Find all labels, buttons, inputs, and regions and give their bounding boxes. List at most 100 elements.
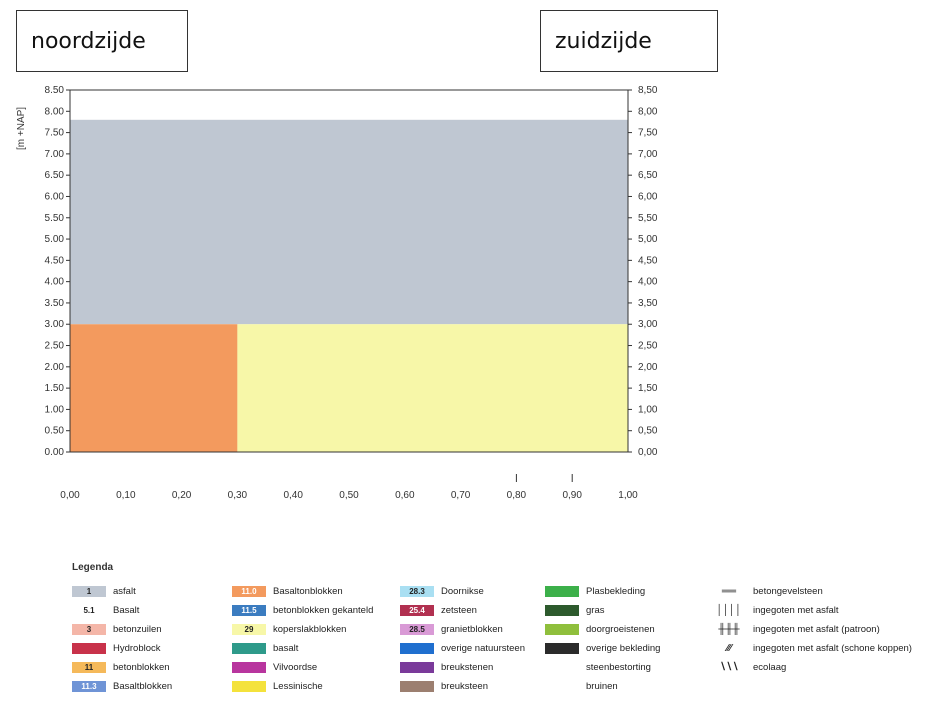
region-1 bbox=[70, 324, 238, 452]
legend-item: Lessinische bbox=[232, 679, 323, 693]
legend-swatch: 3 bbox=[72, 623, 106, 635]
y-right-tick-label: 8,00 bbox=[638, 106, 658, 117]
south-side-label: zuidzijde bbox=[540, 10, 718, 72]
legend-swatch bbox=[545, 681, 579, 692]
x-tick-label: 0,30 bbox=[228, 490, 248, 501]
legend-swatch: 11 bbox=[72, 661, 106, 673]
legend-item: 5.1 Basalt bbox=[72, 603, 139, 617]
y-right-tick-label: 3,50 bbox=[638, 298, 658, 309]
legend-swatch bbox=[545, 585, 579, 597]
legend-item: 25.4 zetsteen bbox=[400, 603, 477, 617]
legend-item: 28.5 granietblokken bbox=[400, 622, 503, 636]
legend-swatch bbox=[400, 642, 434, 654]
legend-item: Hydroblock bbox=[72, 641, 161, 655]
legend-label: betonzuilen bbox=[113, 623, 162, 635]
y-right-tick-label: 4,00 bbox=[638, 277, 658, 288]
y-left-tick-label: 8.00 bbox=[45, 106, 65, 117]
y-right-tick-label: 2,50 bbox=[638, 341, 658, 352]
legend-item: ∕∕∕ ingegoten met asfalt (schone koppen) bbox=[712, 641, 911, 655]
y-left-tick-label: 6.50 bbox=[45, 170, 65, 181]
y-right-tick-label: 6,50 bbox=[638, 170, 658, 181]
legend-item: gras bbox=[545, 603, 604, 617]
legend-item: 29 koperslakblokken bbox=[232, 622, 346, 636]
x-tick-label: 0,00 bbox=[60, 490, 80, 501]
legend-label: Basalt bbox=[113, 604, 140, 616]
legend-swatch: 29 bbox=[232, 623, 266, 635]
north-side-label: noordzijde bbox=[16, 10, 188, 72]
legend-label: breukstenen bbox=[441, 661, 494, 673]
y-left-tick-label: 5.00 bbox=[45, 234, 65, 245]
legend-label: Vilvoordse bbox=[273, 661, 318, 673]
legend-item: 11 betonblokken bbox=[72, 660, 170, 674]
legend-title: Legenda bbox=[72, 562, 114, 573]
legend-label: basalt bbox=[273, 642, 299, 654]
legend-label: zetsteen bbox=[441, 604, 477, 616]
legend-label: betonblokken gekanteld bbox=[273, 604, 374, 616]
legend-label: overige bekleding bbox=[586, 642, 661, 654]
legend-label: Basaltonblokken bbox=[273, 585, 343, 597]
legend-item: bruinen bbox=[545, 679, 618, 693]
chart-regions bbox=[70, 119, 628, 452]
legend-label: Plasbekleding bbox=[586, 585, 646, 597]
legend-label: granietblokken bbox=[441, 623, 503, 635]
legend-swatch: 1 bbox=[72, 585, 106, 597]
legend-swatch: ╫╫╫ bbox=[718, 623, 740, 635]
legend-item: ╫╫╫ ingegoten met asfalt (patroon) bbox=[712, 622, 880, 636]
legend-item: 11.0 Basaltonblokken bbox=[232, 584, 343, 598]
y-left-tick-label: 4.00 bbox=[45, 277, 65, 288]
legend-swatch: 28.3 bbox=[400, 585, 434, 597]
legend-item: 3 betonzuilen bbox=[72, 622, 162, 636]
legend-item: ══ betongevelsteen bbox=[712, 584, 823, 598]
y-right-tick-label: 2,00 bbox=[638, 362, 658, 373]
legend-swatch: ══ bbox=[721, 585, 737, 597]
legend-swatch: ∕∕∕ bbox=[726, 642, 732, 654]
legend-item: breuksteen bbox=[400, 679, 488, 693]
legend-swatch: ││││ bbox=[716, 604, 742, 616]
y-left-tick-label: 5.50 bbox=[45, 213, 65, 224]
legend-swatch bbox=[545, 604, 579, 616]
x-tick-label: 0,90 bbox=[562, 490, 582, 501]
legend-swatch: 11.5 bbox=[232, 604, 266, 616]
legend-swatch bbox=[232, 661, 266, 673]
legend-label: asfalt bbox=[113, 585, 136, 597]
y-left-tick-label: 7.00 bbox=[45, 149, 65, 160]
y-left-tick-label: 2.50 bbox=[45, 341, 65, 352]
legend-label: bruinen bbox=[586, 680, 618, 692]
legend-label: koperslakblokken bbox=[273, 623, 347, 635]
y-right-tick-label: 6,00 bbox=[638, 191, 658, 202]
legend-swatch bbox=[400, 661, 434, 673]
y-left-tick-label: 3.50 bbox=[45, 298, 65, 309]
legend-swatch: ∖∖∖ bbox=[719, 661, 739, 673]
y-axis-label: [m +NAP] bbox=[16, 107, 27, 150]
y-right-tick-label: 1,00 bbox=[638, 404, 658, 415]
y-left-tick-label: 2.00 bbox=[45, 362, 65, 373]
legend-swatch: 11.3 bbox=[72, 680, 106, 692]
legend-label: Basaltblokken bbox=[113, 680, 173, 692]
y-right-tick-label: 5,00 bbox=[638, 234, 658, 245]
legend-swatch bbox=[232, 680, 266, 692]
x-tick-label: 0,20 bbox=[172, 490, 192, 501]
legend-label: Doornikse bbox=[441, 585, 484, 597]
legend-swatch bbox=[545, 623, 579, 635]
legend-item: 11.5 betonblokken gekanteld bbox=[232, 603, 373, 617]
legend-label: ecolaag bbox=[753, 661, 787, 673]
legend-label: Hydroblock bbox=[113, 642, 161, 654]
y-right-tick-label: 0,50 bbox=[638, 426, 658, 437]
y-right-tick-label: 3,00 bbox=[638, 319, 658, 330]
legend-label: overige natuursteen bbox=[441, 642, 525, 654]
legend-label: gras bbox=[586, 604, 605, 616]
legend-item: doorgroeistenen bbox=[545, 622, 655, 636]
legend-label: betonblokken bbox=[113, 661, 170, 673]
y-right-tick-label: 4,50 bbox=[638, 255, 658, 266]
legend-swatch bbox=[232, 642, 266, 654]
legend-swatch: 11.0 bbox=[232, 585, 266, 597]
legend-swatch: 5.1 bbox=[83, 605, 95, 615]
x-tick-label: 0,70 bbox=[451, 490, 471, 501]
legend-label: ingegoten met asfalt (patroon) bbox=[753, 623, 880, 635]
legend-item: overige natuursteen bbox=[400, 641, 525, 655]
legend-swatch: 28.5 bbox=[400, 623, 434, 635]
legend-swatch bbox=[400, 680, 434, 692]
legend-swatch bbox=[72, 642, 106, 654]
y-left-tick-label: 1.00 bbox=[45, 404, 65, 415]
y-left-tick-label: 1.50 bbox=[45, 383, 65, 394]
